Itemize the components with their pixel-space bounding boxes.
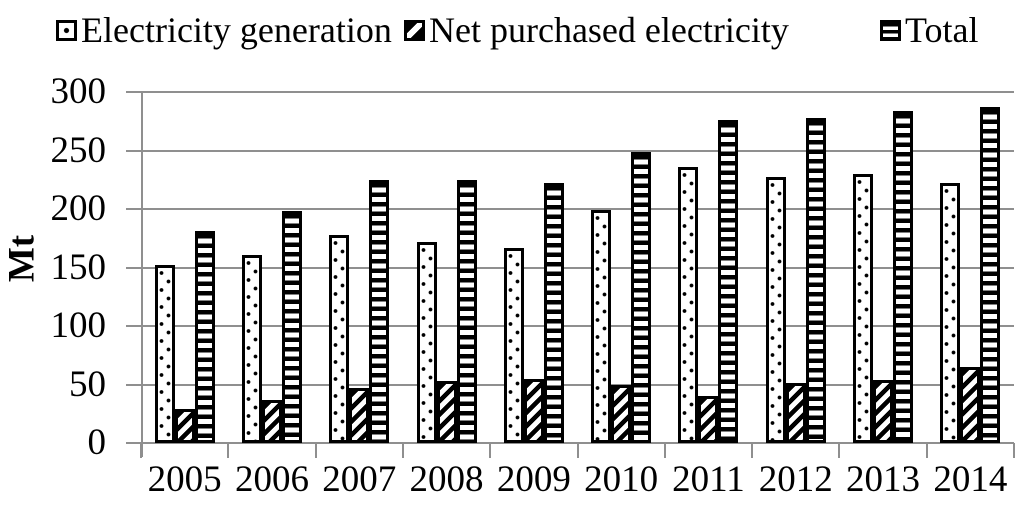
bar-net-purchased-electricity-2008 [436,381,457,443]
bar-electricity-generation-2006 [241,254,262,443]
x-axis-label-2014: 2014 [933,459,1008,500]
legend-item-net-purchased-electricity: Net purchased electricity [404,10,789,50]
gridline-200 [141,208,1014,210]
gridline-150 [141,266,1014,269]
bar-total-2012 [805,117,826,443]
gridline-100 [141,325,1014,327]
diagonal-hatch-square-icon [404,19,425,41]
x-axis-label-2008: 2008 [409,459,484,500]
y-tick-300 [126,91,142,93]
bar-electricity-generation-2010 [591,210,612,443]
x-tick-8 [838,443,841,458]
bar-net-purchased-electricity-2009 [523,378,544,443]
bar-net-purchased-electricity-2011 [698,396,719,443]
x-tick-3 [401,443,404,458]
bar-total-2011 [718,120,739,443]
bar-total-2008 [456,179,477,443]
x-tick-9 [925,443,928,458]
x-tick-6 [663,443,666,458]
bar-net-purchased-electricity-2014 [960,366,981,443]
bar-net-purchased-electricity-2005 [174,409,195,443]
x-tick-1 [227,443,230,458]
x-tick-0 [140,443,142,458]
legend-label-net-purchased-electricity: Net purchased electricity [429,10,789,50]
y-tick-label-300: 300 [50,71,107,112]
bar-electricity-generation-2008 [416,241,437,443]
bar-electricity-generation-2005 [154,265,175,443]
legend-item-electricity-generation: Electricity generation [56,10,392,50]
gridline-50 [141,383,1014,386]
y-tick-50 [126,383,142,386]
bar-electricity-generation-2011 [678,166,699,443]
x-axis-label-2006: 2006 [234,459,309,500]
bar-total-2014 [980,107,1001,443]
bar-total-2009 [543,183,564,443]
y-tick-label-250: 250 [50,129,107,171]
x-tick-10 [1013,443,1015,458]
gridline-250 [141,149,1014,152]
bar-electricity-generation-2013 [853,173,874,443]
bar-net-purchased-electricity-2007 [349,388,370,443]
bar-net-purchased-electricity-2013 [873,379,894,443]
bar-total-2005 [194,231,215,443]
dotted-square-icon [56,19,77,41]
legend-item-total: Total [880,10,978,50]
x-tick-2 [314,443,317,458]
x-axis-label-2009: 2009 [496,459,571,500]
x-tick-7 [751,443,754,458]
bar-electricity-generation-2007 [329,234,350,443]
y-tick-label-100: 100 [50,305,107,346]
y-tick-label-200: 200 [50,188,107,229]
x-axis-label-2005: 2005 [147,459,222,500]
x-axis-label-2007: 2007 [322,459,397,500]
bar-net-purchased-electricity-2006 [261,399,282,443]
y-tick-150 [126,266,142,269]
x-tick-4 [489,443,492,458]
y-tick-0 [126,442,142,444]
legend-label-total: Total [905,10,979,50]
x-axis-label-2013: 2013 [846,459,921,500]
y-tick-250 [126,149,142,152]
bar-net-purchased-electricity-2010 [611,384,632,443]
bar-electricity-generation-2014 [940,183,961,443]
x-axis-label-2012: 2012 [758,459,833,500]
y-tick-100 [126,325,142,327]
legend-label-electricity-generation: Electricity generation [81,10,392,50]
x-tick-5 [576,443,579,458]
gridline-300 [141,91,1014,93]
y-tick-label-150: 150 [50,246,107,288]
bar-total-2006 [281,211,302,443]
bar-net-purchased-electricity-2012 [785,383,806,443]
y-axis-line [141,92,143,457]
bar-total-2010 [631,151,652,443]
y-tick-label-0: 0 [87,422,107,463]
horizontal-lines-square-icon [880,19,901,41]
bar-total-2007 [369,179,390,443]
bar-electricity-generation-2012 [765,177,786,443]
bar-total-2013 [893,110,914,443]
plot-area [141,91,1014,444]
x-axis-label-2011: 2011 [672,459,745,500]
bar-electricity-generation-2009 [503,247,524,443]
gridline-0 [141,442,1014,444]
x-axis-label-2010: 2010 [584,459,659,500]
y-tick-200 [126,208,142,210]
y-tick-label-50: 50 [69,363,106,405]
